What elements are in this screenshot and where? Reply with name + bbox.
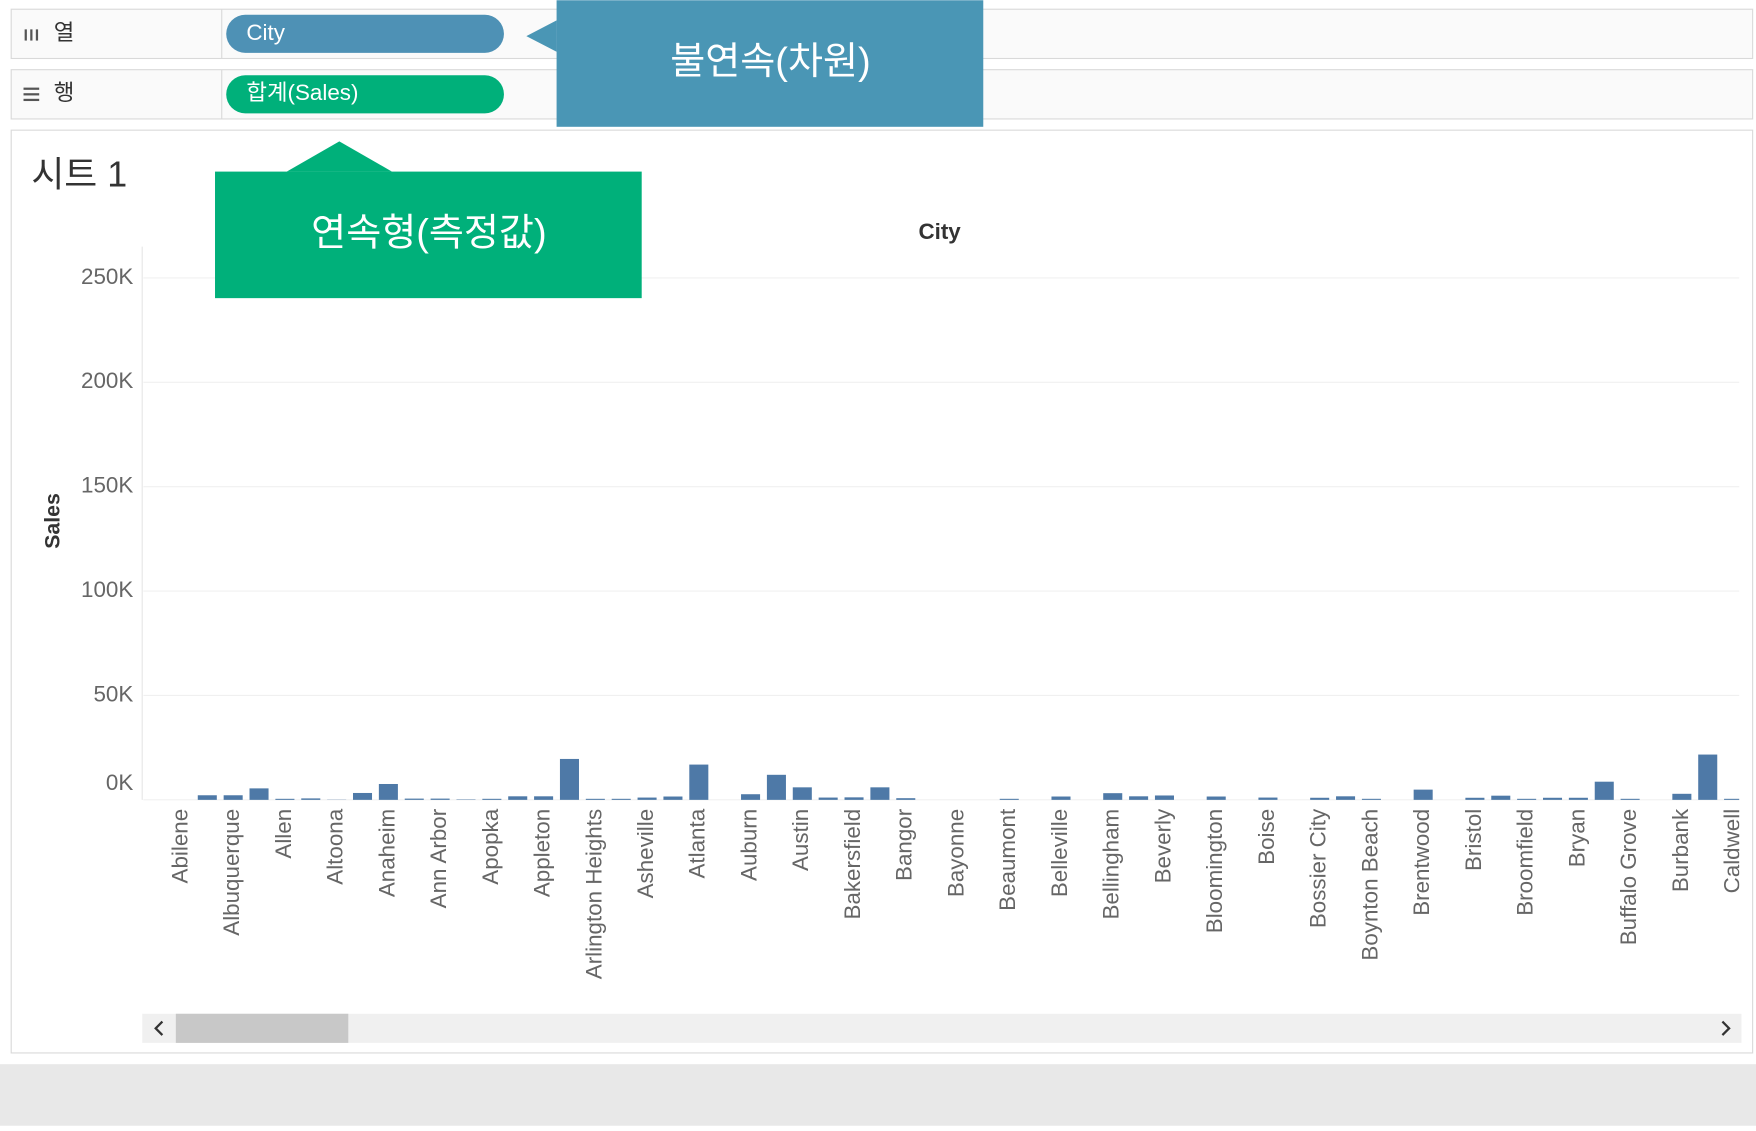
bar — [534, 796, 553, 800]
bar — [482, 799, 501, 800]
x-tick-label: Bloomington — [1202, 809, 1227, 933]
bar — [586, 799, 605, 800]
discrete-callout-text: 불연속(차원) — [670, 41, 870, 83]
x-tick-label: Auburn — [736, 809, 761, 881]
bar — [405, 799, 424, 800]
sales-pill-text[interactable]: 합계(Sales) — [246, 80, 358, 105]
sheet-title: 시트 1 — [31, 155, 127, 195]
bar — [1569, 798, 1588, 800]
x-tick-label: Bristol — [1461, 809, 1486, 871]
x-tick-label: Bellingham — [1099, 809, 1124, 920]
x-tick-label: Boynton Beach — [1357, 809, 1382, 961]
x-tick-label: Bayonne — [943, 809, 968, 897]
bar — [1595, 782, 1614, 800]
x-tick-label: Atlanta — [685, 808, 710, 878]
x-tick-label: Austin — [788, 809, 813, 871]
bar — [224, 795, 243, 800]
bar — [1207, 797, 1226, 800]
bar — [198, 795, 217, 800]
x-tick-label: Bossier City — [1306, 808, 1331, 928]
y-tick-label: 100K — [81, 577, 133, 602]
city-pill-text[interactable]: City — [246, 20, 285, 45]
x-tick-label: Belleville — [1047, 809, 1072, 897]
bar — [1155, 795, 1174, 799]
bar — [896, 798, 915, 800]
x-tick-label: Appleton — [530, 809, 555, 897]
bar — [1362, 799, 1381, 800]
x-tick-label: Ann Arbor — [426, 808, 451, 908]
x-tick-label: Anaheim — [374, 809, 399, 897]
bar — [250, 788, 269, 799]
x-tick-label: Burbank — [1668, 808, 1693, 892]
x-tick-label: Broomfield — [1513, 809, 1538, 916]
bar — [508, 796, 527, 800]
x-tick-label: Bangor — [892, 808, 917, 881]
x-tick-label: Beverly — [1150, 808, 1175, 883]
bar — [870, 787, 889, 800]
y-tick-label: 0K — [106, 770, 133, 795]
scrollbar[interactable] — [142, 1014, 1741, 1043]
x-tick-label: Buffalo Grove — [1616, 809, 1641, 945]
bar — [379, 784, 398, 800]
bar — [301, 798, 320, 799]
columns-label: 열 — [54, 20, 75, 45]
x-tick-label: Asheville — [633, 809, 658, 899]
bar — [741, 794, 760, 800]
bar — [1336, 796, 1355, 800]
bar — [1672, 794, 1691, 800]
bar — [1258, 798, 1277, 800]
bar — [1491, 796, 1510, 800]
bar — [1621, 799, 1640, 800]
bar — [431, 799, 450, 800]
bar — [845, 797, 864, 800]
bar — [1129, 796, 1148, 800]
x-tick-label: Albuquerque — [219, 809, 244, 936]
y-tick-label: 250K — [81, 264, 133, 289]
bar — [1000, 799, 1019, 800]
x-tick-label: Brentwood — [1409, 809, 1434, 916]
x-tick-label: Bryan — [1564, 809, 1589, 867]
bar — [353, 793, 372, 800]
bar — [612, 799, 631, 800]
bar — [663, 797, 682, 800]
bar — [638, 798, 657, 800]
y-axis-label: Sales — [40, 493, 64, 549]
x-tick-label: Bakersfield — [840, 809, 865, 920]
bar — [1103, 793, 1122, 800]
bar — [793, 787, 812, 800]
bar — [1414, 790, 1433, 800]
x-tick-label: Altoona — [323, 808, 348, 884]
y-tick-label: 150K — [81, 473, 133, 498]
status-bar — [0, 1064, 1756, 1126]
x-tick-label: Allen — [271, 809, 296, 859]
x-tick-label: Boise — [1254, 809, 1279, 865]
bar — [1543, 798, 1562, 800]
rows-label: 행 — [54, 80, 75, 105]
x-tick-label: Arlington Heights — [581, 809, 606, 979]
bar — [275, 799, 294, 800]
bar — [1698, 755, 1717, 800]
bar — [560, 759, 579, 800]
bar — [819, 798, 838, 800]
x-tick-label: Beaumont — [995, 808, 1020, 911]
y-tick-label: 200K — [81, 368, 133, 393]
continuous-callout-text: 연속형(측정값) — [311, 212, 546, 254]
scroll-thumb[interactable] — [176, 1014, 348, 1043]
bar — [1310, 798, 1329, 800]
bar — [767, 775, 786, 800]
bar — [1465, 798, 1484, 800]
x-tick-label: Abilene — [167, 809, 192, 884]
bar — [1051, 797, 1070, 800]
bar — [1517, 799, 1536, 800]
chart-title: City — [918, 219, 961, 244]
y-tick-label: 50K — [93, 681, 133, 706]
bar — [689, 765, 708, 800]
x-tick-label: Apopka — [478, 808, 503, 884]
